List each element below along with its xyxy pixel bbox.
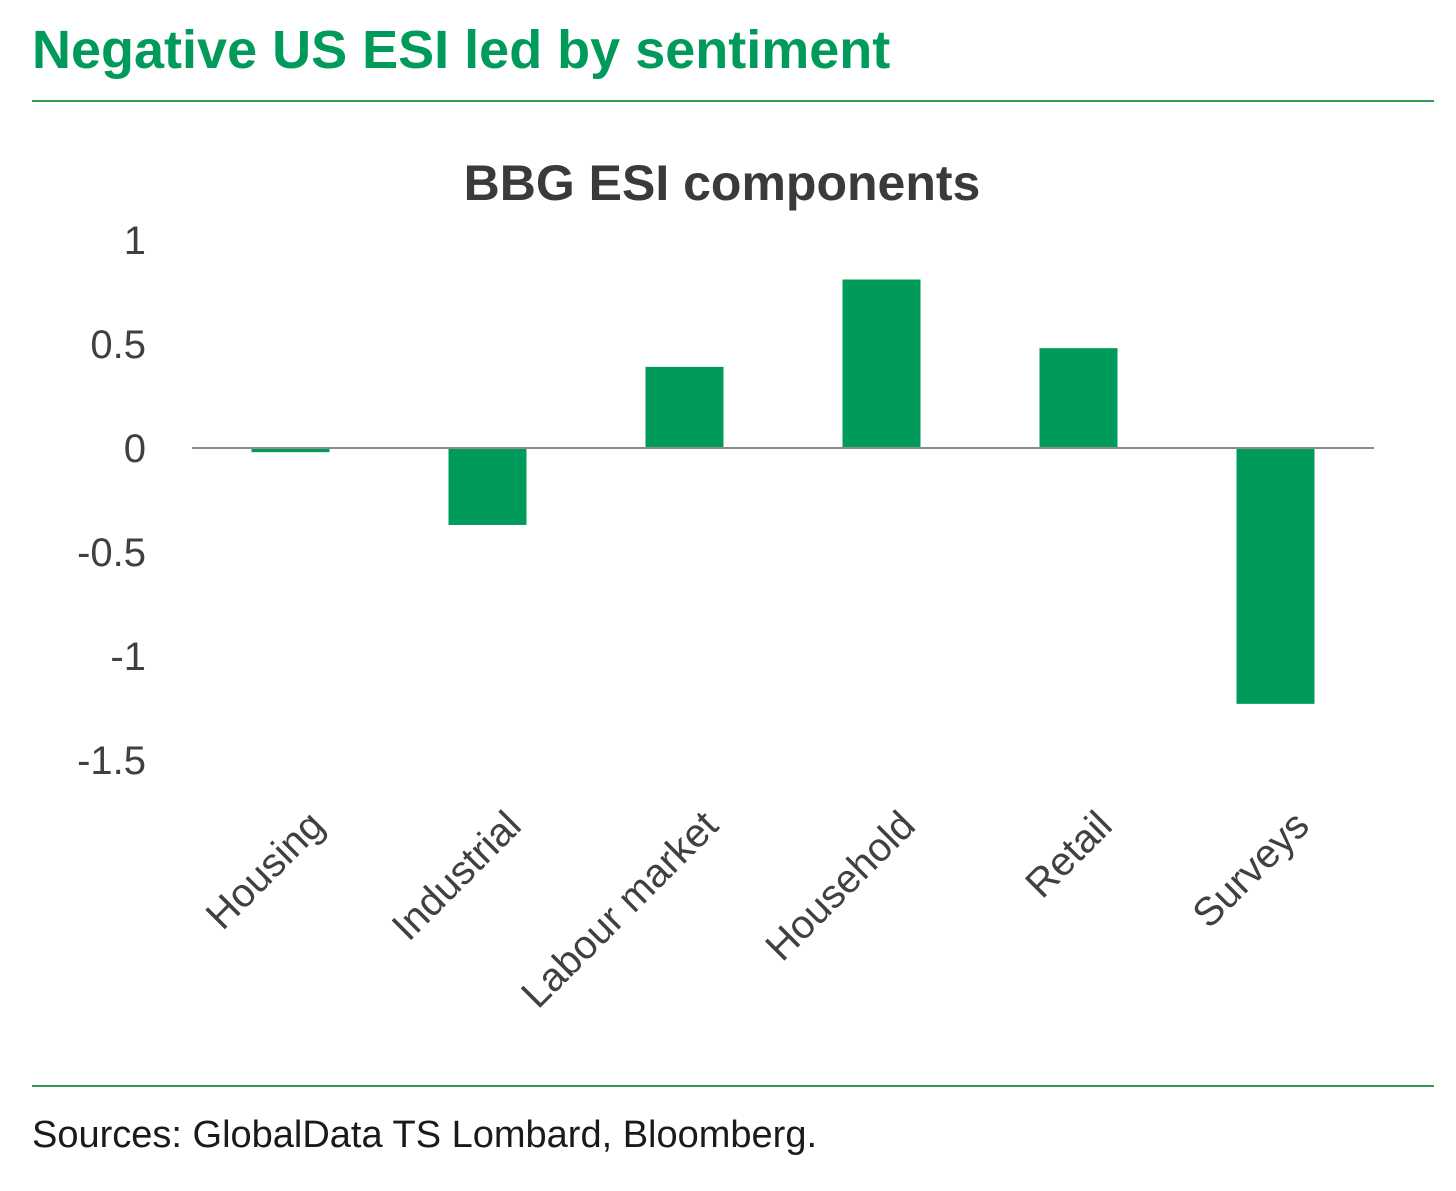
x-tick-label: Household <box>757 803 923 969</box>
bar-housing <box>251 448 330 453</box>
x-tick-label: Industrial <box>384 803 530 949</box>
bar-surveys <box>1236 448 1315 704</box>
bar-industrial <box>448 448 527 525</box>
y-tick-label: -0.5 <box>77 531 146 575</box>
bar-retail <box>1039 348 1118 448</box>
y-tick-label: -1.5 <box>77 739 146 783</box>
page-title: Negative US ESI led by sentiment <box>32 20 891 80</box>
bottom-divider <box>32 1085 1434 1087</box>
x-tick-label: Labour market <box>513 803 726 1016</box>
bar-household <box>842 279 921 448</box>
bar-series <box>251 279 1315 704</box>
x-tick-label: Housing <box>198 803 333 938</box>
y-tick-label: 0.5 <box>90 323 146 367</box>
bar-labour-market <box>645 366 724 448</box>
chart-title: BBG ESI components <box>464 155 981 211</box>
bar-chart: BBG ESI components 1 0.5 0 -0.5 -1 -1.5 Housi… <box>77 155 1374 1017</box>
y-tick-label: 0 <box>124 427 146 471</box>
y-tick-label: 1 <box>124 219 146 263</box>
x-tick-label: Retail <box>1017 803 1120 906</box>
top-divider <box>32 100 1434 102</box>
y-tick-label: -1 <box>110 635 146 679</box>
y-axis-tick-labels: 1 0.5 0 -0.5 -1 -1.5 <box>77 219 146 783</box>
x-tick-label: Surveys <box>1184 803 1317 936</box>
source-note: Sources: GlobalData TS Lombard, Bloomber… <box>32 1114 818 1156</box>
